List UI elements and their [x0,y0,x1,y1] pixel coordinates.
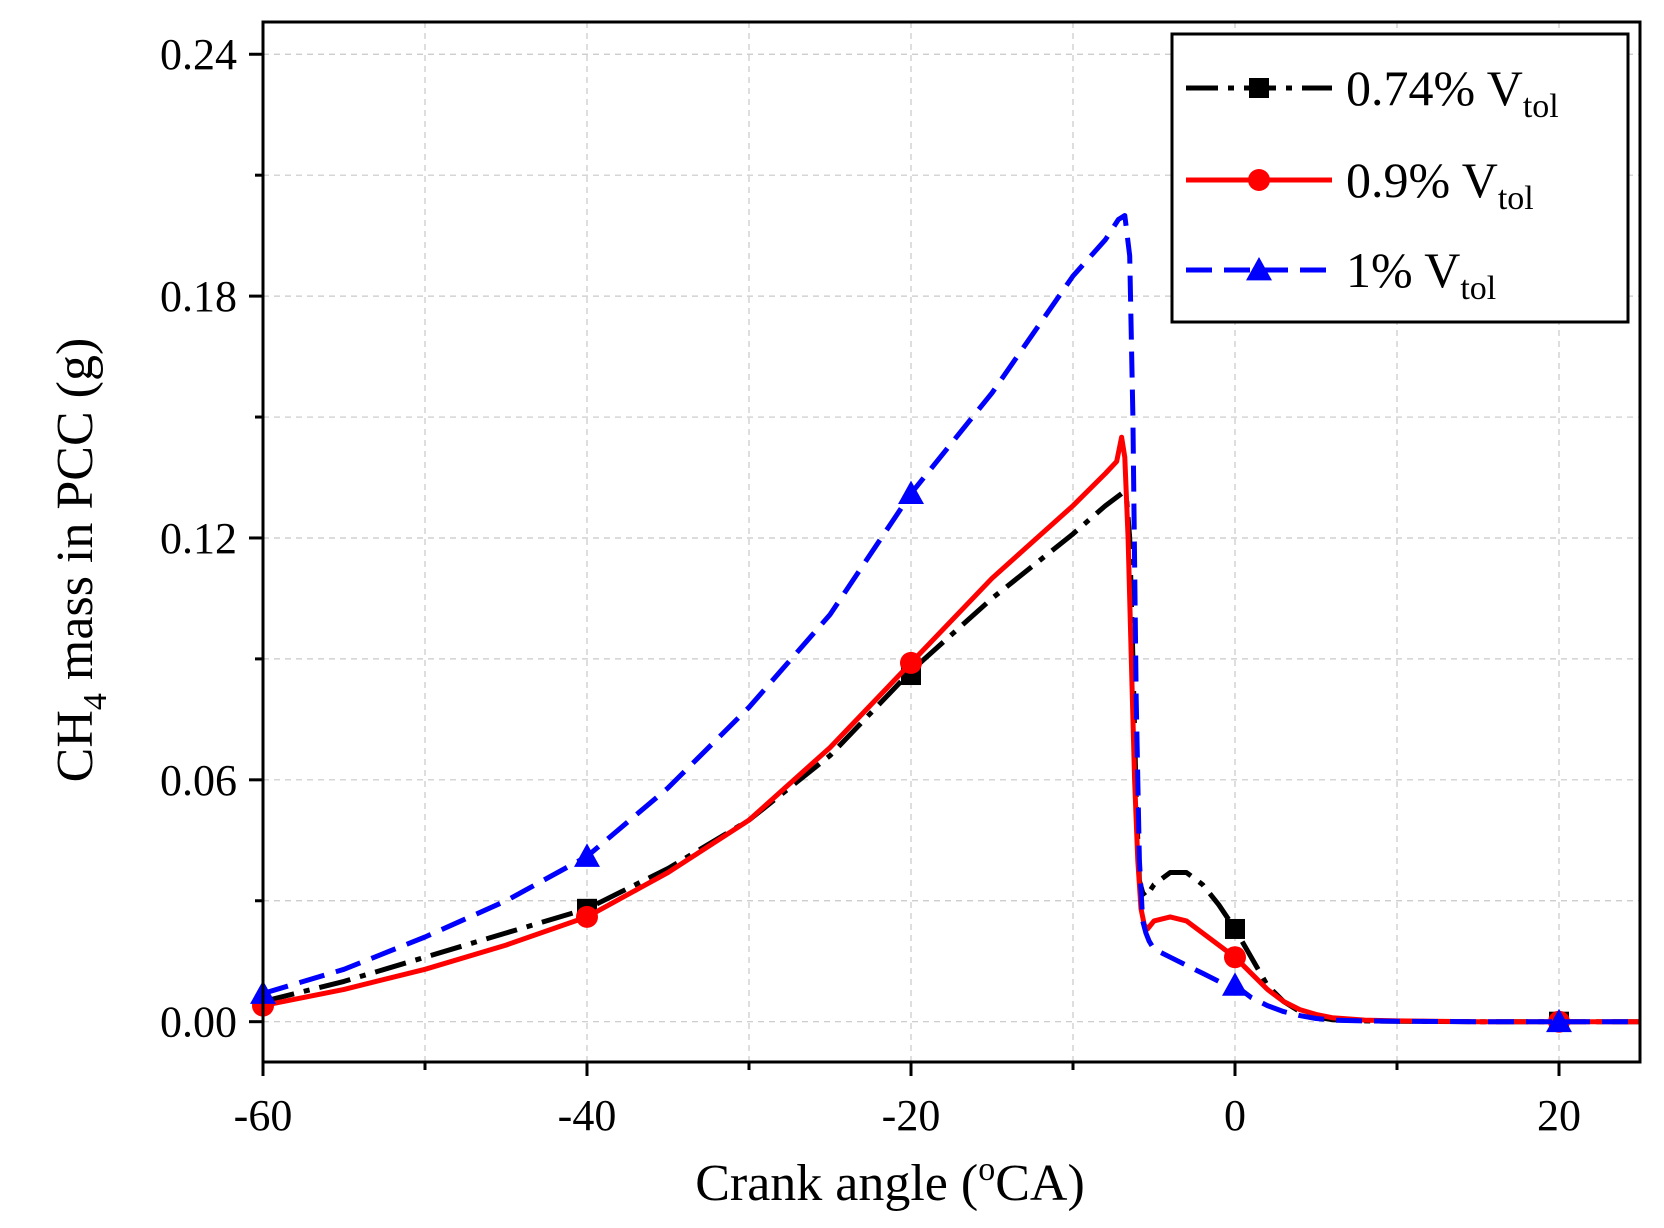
series-09-line [262,434,1640,1025]
series-1-marker [1222,972,1248,996]
series-074-marker [1225,918,1245,939]
x-axis-label-sup: o [978,1151,995,1188]
legend-item-074-marker [1249,78,1269,98]
y-tick-label: 0.24 [160,30,237,79]
y-axis-label-pre: CH [47,710,104,782]
x-axis-label-main: Crank angle ( [695,1155,978,1212]
legend-item-1-marker [1246,257,1272,281]
series-09-marker [900,651,922,674]
legend-item-1-label-main: 1% V [1346,242,1460,298]
legend-item-09-label-sub: tol [1498,180,1534,217]
series-09 [252,434,1640,1033]
x-axis-label: Crank angle (oCA) [695,1151,1085,1212]
axis-ticks: -60 -40 -20 0 20 0.00 0.06 0.12 0.18 0.24 [160,30,1581,1140]
x-tick-label: -40 [558,1091,617,1140]
y-tick-label: 0.12 [160,514,237,563]
legend-item-09-label: 0.9% Vtol [1346,152,1534,217]
x-tick-label: -60 [234,1091,293,1140]
y-axis-label-sub: 4 [77,693,114,710]
series-1-marker [898,480,924,505]
legend-item-09-label-main: 0.9% V [1346,152,1498,208]
legend-item-1: 1% Vtol [1186,242,1496,307]
legend-item-074-label-main: 0.74% V [1346,60,1523,116]
series-09-marker [576,905,598,928]
legend-item-074-label: 0.74% Vtol [1346,60,1559,125]
y-axis-label: CH4 mass in PCC (g) [47,338,114,783]
series-1-marker [574,843,600,867]
series-1-line [262,213,1640,1025]
x-tick-label: 0 [1224,1091,1246,1140]
y-axis-label-post: mass in PCC (g) [47,338,104,693]
legend-item-1-label-sub: tol [1460,270,1496,307]
legend-item-074: 0.74% Vtol [1186,60,1559,125]
series-074 [262,491,1640,1032]
legend-item-09: 0.9% Vtol [1186,152,1534,217]
plot-frame [261,20,1642,1064]
y-tick-label: 0.06 [160,756,237,805]
series-layer [250,213,1640,1033]
legend-item-09-marker [1248,169,1270,191]
legend-item-074-label-sub: tol [1523,88,1559,125]
y-tick-label: 0.18 [160,272,237,321]
y-tick-label: 0.00 [160,998,237,1047]
x-tick-label: -20 [882,1091,941,1140]
x-axis-label-post: CA) [995,1155,1085,1212]
x-tick-label: 20 [1537,1091,1581,1140]
legend-item-1-label: 1% Vtol [1346,242,1496,307]
series-1-marker [1546,1008,1572,1033]
series-09-marker [1224,946,1246,969]
series-074-line [262,491,1640,1025]
